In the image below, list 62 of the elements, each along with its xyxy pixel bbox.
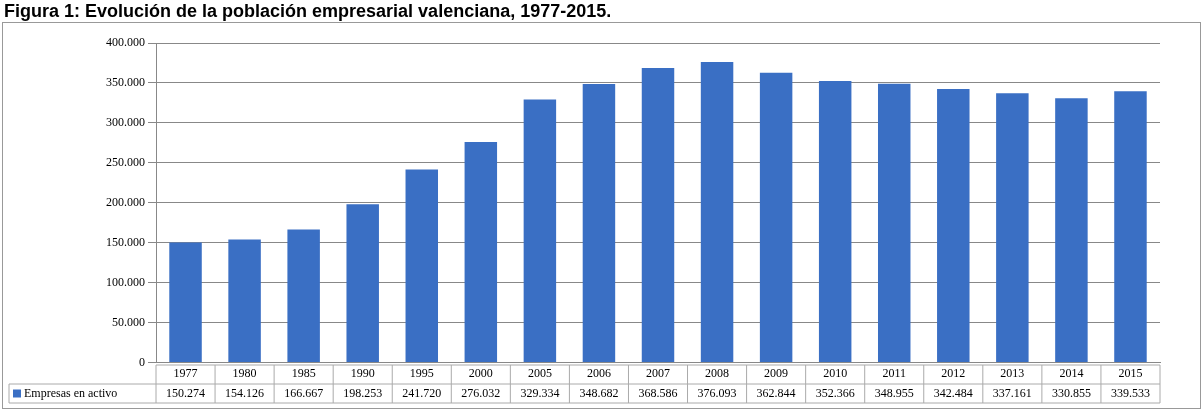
bar (641, 68, 675, 363)
data-label: 339.533 (1110, 385, 1150, 400)
x-tick-label: 2006 (586, 365, 611, 380)
data-label: 352.366 (815, 385, 855, 400)
data-label: 348.682 (579, 385, 619, 400)
bar (996, 93, 1029, 363)
bar (937, 88, 970, 363)
y-tick-label: 150.000 (106, 234, 145, 249)
bar (582, 84, 616, 363)
data-label: 150.274 (166, 385, 206, 400)
bar (1055, 98, 1088, 363)
y-tick-label: 100.000 (106, 274, 145, 289)
data-label: 241.720 (402, 385, 442, 400)
bar (169, 242, 202, 363)
bar (877, 83, 911, 363)
chart-title: Figura 1: Evolución de la población empresarial valenciana, 1977-2015. (3, 0, 613, 22)
y-tick-label: 0 (139, 354, 145, 369)
bar (700, 62, 734, 363)
bar (405, 169, 439, 363)
x-tick-label: 2009 (764, 365, 789, 380)
x-tick-label: 2005 (527, 365, 552, 380)
data-label: 329.334 (520, 385, 560, 400)
x-tick-label: 2000 (468, 365, 493, 380)
y-tick-label: 50.000 (112, 314, 145, 329)
y-tick-label: 300.000 (106, 115, 145, 130)
data-label: 166.667 (284, 385, 324, 400)
bar (523, 99, 557, 363)
bar (464, 142, 498, 363)
y-tick-label: 350.000 (106, 75, 145, 90)
data-label: 198.253 (343, 385, 383, 400)
data-label: 376.093 (697, 385, 737, 400)
x-tick-label: 2007 (646, 365, 670, 380)
data-label: 348.955 (874, 385, 914, 400)
data-label: 368.586 (638, 385, 678, 400)
data-label: 330.855 (1051, 385, 1091, 400)
y-tick-label: 200.000 (106, 194, 145, 209)
y-tick-label: 250.000 (106, 155, 145, 170)
bar (759, 72, 793, 363)
data-label: 276.032 (461, 385, 501, 400)
bar (346, 204, 379, 363)
bar (818, 81, 852, 363)
x-tick-label: 2015 (1118, 365, 1143, 380)
x-tick-label: 2014 (1059, 365, 1084, 380)
x-tick-label: 1990 (350, 365, 375, 380)
y-tick-label: 400.000 (106, 35, 145, 50)
bar (287, 229, 320, 363)
x-tick-label: 2011 (882, 365, 907, 380)
x-tick-label: 2013 (1000, 365, 1025, 380)
x-tick-label: 2010 (823, 365, 848, 380)
x-tick-label: 2012 (941, 365, 966, 380)
data-label: 337.161 (992, 385, 1032, 400)
legend-label: Empresas en activo (24, 385, 118, 400)
data-label: 154.126 (225, 385, 265, 400)
bar (228, 239, 261, 363)
bar (1114, 91, 1147, 363)
x-tick-label: 2008 (705, 365, 730, 380)
data-label: 362.844 (756, 385, 796, 400)
x-tick-label: 1985 (291, 365, 316, 380)
x-tick-label: 1995 (409, 365, 434, 380)
x-tick-label: 1980 (232, 365, 257, 380)
data-label: 342.484 (933, 385, 973, 400)
x-tick-label: 1977 (173, 365, 198, 380)
